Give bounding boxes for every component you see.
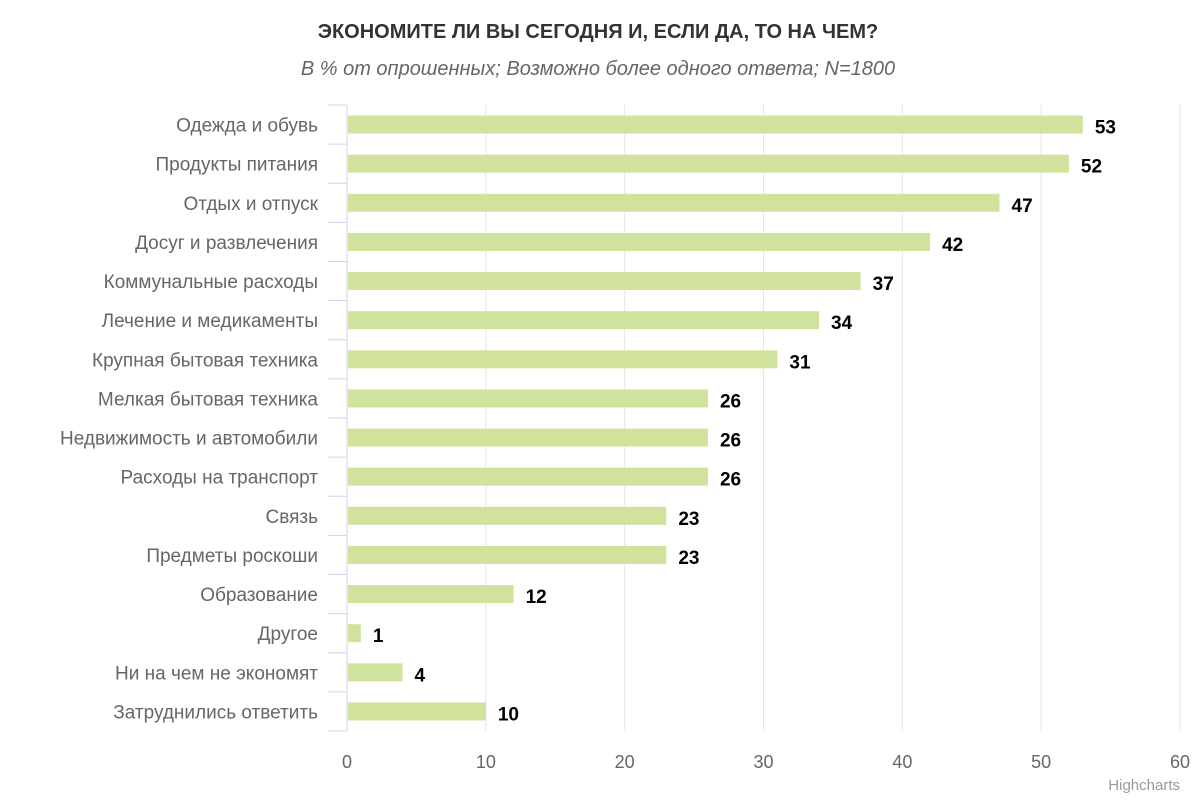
x-tick-label: 10 (476, 752, 496, 772)
bar (348, 311, 820, 330)
data-label: 34 (831, 313, 853, 334)
category-label: Связь (265, 507, 318, 528)
category-label: Продукты питания (156, 155, 318, 176)
category-label: Лечение и медикаменты (102, 311, 318, 332)
category-label: Затруднились ответить (113, 702, 318, 723)
x-tick-label: 50 (1031, 752, 1051, 772)
category-label: Ни на чем не экономят (115, 663, 318, 684)
data-label: 23 (678, 548, 699, 569)
bar (348, 467, 708, 486)
category-label: Крупная бытовая техника (92, 350, 318, 371)
category-label: Образование (200, 585, 318, 606)
bar (348, 663, 403, 682)
category-label: Одежда и обувь (176, 116, 318, 137)
data-label: 26 (720, 470, 741, 491)
category-label: Мелкая бытовая техника (98, 389, 319, 410)
credits[interactable]: Highcharts (1108, 777, 1180, 794)
data-label: 31 (789, 352, 811, 373)
category-label: Коммунальные расходы (104, 272, 318, 293)
category-label: Расходы на транспорт (121, 468, 319, 489)
category-label: Недвижимость и автомобили (60, 429, 318, 450)
x-tick-label: 60 (1170, 752, 1190, 772)
bar (348, 624, 361, 643)
data-label: 26 (720, 391, 741, 412)
data-label: 37 (873, 274, 894, 295)
bar (348, 702, 486, 721)
category-label: Досуг и развлечения (135, 233, 318, 254)
x-tick-label: 0 (342, 752, 352, 772)
x-tick-label: 40 (892, 752, 912, 772)
data-label: 42 (942, 235, 963, 256)
bar (348, 585, 514, 604)
data-label: 53 (1095, 118, 1116, 139)
bar (348, 545, 667, 564)
bar (348, 154, 1069, 173)
data-label: 26 (720, 431, 741, 452)
data-label: 47 (1012, 196, 1033, 217)
bar (348, 232, 931, 251)
data-label: 52 (1081, 157, 1102, 178)
bar (348, 428, 708, 447)
category-label: Предметы роскоши (146, 546, 318, 567)
chart-subtitle: В % от опрошенных; Возможно более одного… (301, 58, 895, 80)
bar (348, 350, 778, 369)
data-label: 10 (498, 704, 519, 725)
category-label: Отдых и отпуск (183, 194, 318, 215)
bar (348, 193, 1000, 212)
bar (348, 506, 667, 525)
x-tick-label: 20 (615, 752, 635, 772)
bar (348, 115, 1083, 134)
category-label: Другое (258, 624, 318, 645)
x-tick-label: 30 (753, 752, 773, 772)
data-label: 1 (373, 626, 384, 647)
data-label: 12 (526, 587, 547, 608)
data-label: 4 (415, 665, 426, 686)
data-label: 23 (678, 509, 699, 530)
chart-title: ЭКОНОМИТЕ ЛИ ВЫ СЕГОДНЯ И, ЕСЛИ ДА, ТО Н… (318, 21, 879, 43)
bar (348, 272, 861, 291)
bar (348, 389, 708, 408)
